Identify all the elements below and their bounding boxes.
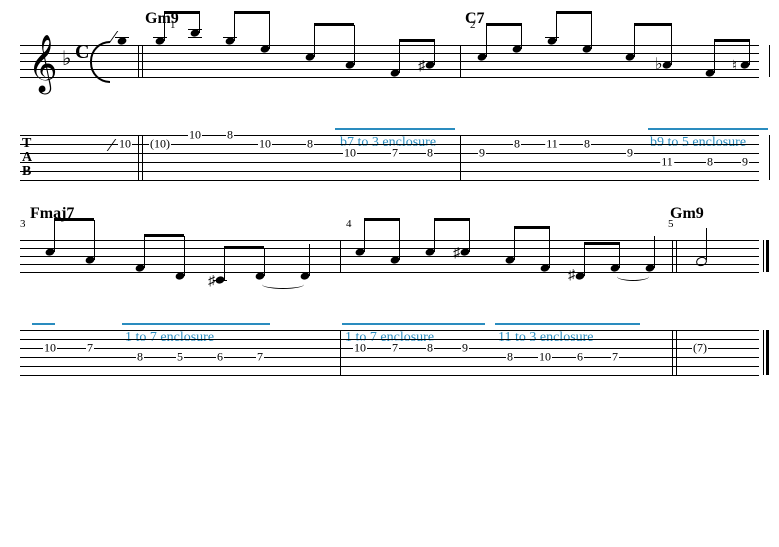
slide-icon: ⁄ <box>110 135 113 156</box>
tab-fret: 7 <box>391 146 399 161</box>
tab-fret: 10 <box>538 350 552 365</box>
tab-staff: T A B ⁄ 10 (10) 10 8 10 8 10 7 8 9 8 11 … <box>10 125 769 185</box>
measure-number: 3 <box>20 218 26 230</box>
tab-fret: 8 <box>706 155 714 170</box>
notation-staff: 3 ♯ 4 ♯ <box>10 205 769 295</box>
tab-fret: (10) <box>149 137 171 152</box>
notation-staff: 𝄞 ♭ C ⁄ 1 <box>10 10 769 100</box>
tab-fret: 7 <box>86 341 94 356</box>
tab-fret: 9 <box>461 341 469 356</box>
system-2: Fmaj7 Gm9 3 ♯ 4 <box>10 205 769 380</box>
tab-fret: 8 <box>583 137 591 152</box>
tab-fret: 8 <box>136 350 144 365</box>
tie-icon <box>617 272 649 281</box>
tab-fret: 8 <box>506 350 514 365</box>
tab-fret: 8 <box>306 137 314 152</box>
tab-fret: 11 <box>545 137 559 152</box>
tab-fret: 7 <box>611 350 619 365</box>
tab-fret: 5 <box>176 350 184 365</box>
measure-number: 1 <box>170 19 176 31</box>
tab-fret: 7 <box>391 341 399 356</box>
tab-fret: 9 <box>626 146 634 161</box>
tab-fret: (7) <box>692 341 708 356</box>
tab-fret: 10 <box>43 341 57 356</box>
tab-clef-b: B <box>22 164 31 180</box>
tab-fret: 8 <box>426 341 434 356</box>
tab-fret: 11 <box>660 155 674 170</box>
tab-staff: 10 7 8 5 6 7 10 7 8 9 8 10 6 7 (7) <box>10 320 769 380</box>
tab-fret: 8 <box>513 137 521 152</box>
tab-fret: 8 <box>426 146 434 161</box>
tab-fret: 10 <box>258 137 272 152</box>
system-1: Gm9 C7 𝄞 ♭ C ⁄ 1 <box>10 10 769 185</box>
time-sig: C <box>75 41 89 64</box>
tab-fret: 9 <box>741 155 749 170</box>
slide-icon: ⁄ <box>112 27 115 48</box>
tie-icon <box>262 280 304 289</box>
tab-fret: 10 <box>343 146 357 161</box>
tab-fret: 9 <box>478 146 486 161</box>
tab-fret: 10 <box>188 128 202 143</box>
tab-fret: 6 <box>576 350 584 365</box>
tab-fret: 7 <box>256 350 264 365</box>
measure-number: 5 <box>668 218 674 230</box>
measure-number: 2 <box>470 19 476 31</box>
tab-fret: 10 <box>353 341 367 356</box>
tab-fret: 10 <box>118 137 132 152</box>
measure-number: 4 <box>346 218 352 230</box>
tab-fret: 8 <box>226 128 234 143</box>
tab-fret: 6 <box>216 350 224 365</box>
